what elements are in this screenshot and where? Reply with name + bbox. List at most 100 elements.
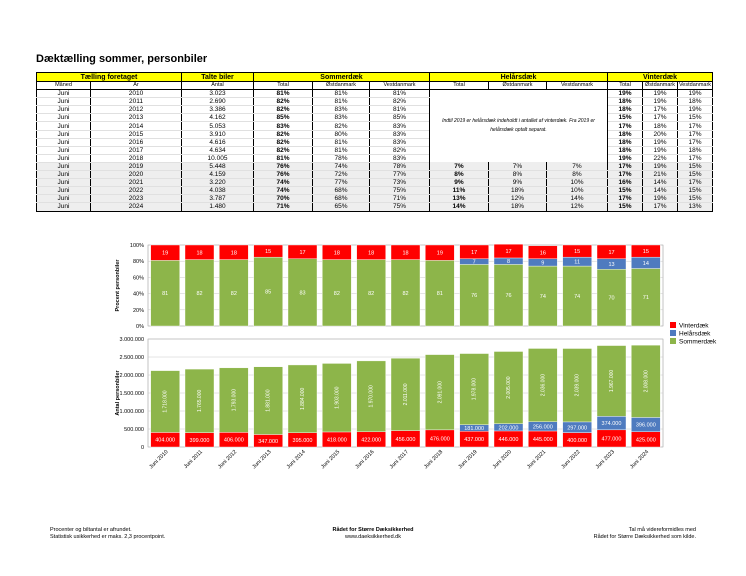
data-label: 82: [334, 291, 340, 297]
data-label: 437.000: [464, 437, 484, 443]
data-label: 15: [574, 249, 580, 255]
table-body: Juni 2010 3.023 81% 81% 81% Indtil 2019 er hel…: [36, 89, 713, 212]
footer-right: Tal må videreformidles med Rådet for Stø…: [594, 527, 696, 541]
legend-swatch: [670, 330, 676, 336]
data-label: 256.000: [533, 424, 553, 430]
y-tick-label: 500.000: [124, 427, 144, 433]
data-label: 425.000: [636, 437, 656, 443]
data-label: 9: [541, 260, 544, 266]
bar-sommerdaek: [459, 353, 489, 425]
data-label: 18: [402, 250, 408, 256]
x-tick-label: Juni 2013: [251, 449, 272, 470]
x-tick-label: Juni 2018: [423, 449, 444, 470]
data-label: 13: [608, 262, 614, 268]
y-tick-label: 80%: [133, 259, 144, 265]
data-label: 422.000: [361, 437, 381, 443]
bar-sommerdaek: [219, 259, 249, 327]
bar-sommerdaek: [528, 348, 558, 422]
legend-swatch: [670, 338, 676, 344]
y-axis-label: Antal personbiler: [115, 370, 121, 416]
data-label: 82: [231, 291, 237, 297]
data-label: 477.000: [602, 436, 622, 442]
data-label: 347.000: [258, 439, 278, 445]
cell-s-vest: 85%: [369, 113, 430, 123]
y-tick-label: 100%: [130, 243, 144, 249]
data-label: 374.000: [602, 421, 622, 427]
bar-sommerdaek: [631, 344, 661, 418]
legend-label: Vinterdæk: [679, 323, 709, 330]
data-label: 446.000: [499, 437, 519, 443]
cell-v-vest: 15%: [677, 186, 713, 196]
bar-sommerdaek: [631, 268, 661, 327]
bar-sommerdaek: [253, 256, 283, 327]
bar-sommerdaek: [356, 259, 386, 327]
data-label: 18: [196, 250, 202, 256]
data-label: 456.000: [396, 437, 416, 443]
table-row: Juni 2018 10.005 81% 78% 83% 19% 22% 17%: [36, 154, 713, 163]
x-tick-label: Juni 2023: [595, 449, 616, 470]
bar-vinterdaek: [322, 244, 352, 260]
footer-center: Rådet for Større Dæksikkerhed www.daeksi…: [0, 527, 746, 541]
data-label: 1.765.000: [197, 390, 203, 412]
data-label: 8: [507, 259, 510, 265]
data-label: 2.091.000: [437, 381, 443, 403]
data-label: 400.000: [567, 438, 587, 444]
bar-sommerdaek: [425, 354, 455, 431]
data-label: 83: [299, 290, 305, 296]
data-label: 202.000: [499, 425, 519, 431]
data-label: 2.039.000: [575, 374, 581, 396]
data-label: 11: [574, 260, 580, 266]
data-label: 1.903.000: [334, 386, 340, 408]
cell-v-vest: 17%: [677, 138, 713, 147]
bar-sommerdaek: [150, 370, 180, 433]
table-row: Juni 2012 3.386 82% 83% 81% 18% 17% 19%: [36, 105, 713, 115]
cell-s-vest: 81%: [369, 105, 430, 115]
data-label: 399.000: [190, 438, 210, 444]
subheader-v-vest: Vestdanmark: [677, 80, 713, 91]
table-row: Juni 2011 2.690 82% 81% 82% 18% 19% 18%: [36, 97, 713, 107]
data-label: 1.881.000: [266, 389, 272, 411]
data-label: 17: [471, 250, 477, 256]
bar-sommerdaek: [596, 269, 627, 327]
y-tick-label: 60%: [133, 275, 144, 281]
bar-vinterdaek: [459, 244, 489, 259]
data-label: 16: [540, 250, 546, 256]
table-row: Juni 2015 3.910 82% 80% 83% 18% 20% 17%: [36, 130, 713, 139]
x-tick-label: Juni 2019: [457, 449, 478, 470]
bar-sommerdaek: [287, 258, 318, 327]
footer-org-name: Rådet for Større Dæksikkerhed: [332, 527, 414, 533]
x-tick-label: Juni 2016: [354, 449, 375, 470]
footer-right-line: Rådet for Større Dæksikkerhed som kilde.: [593, 534, 696, 540]
cell-s-vest: 83%: [369, 138, 430, 147]
data-label: 2.008.000: [643, 370, 649, 392]
data-label: 17: [608, 250, 614, 256]
table-row: Juni 2024 1.480 71% 65% 75% 14% 18% 12% 15% 17% 13%: [36, 202, 713, 212]
data-label: 17: [505, 249, 511, 255]
y-tick-label: 1.500.000: [120, 391, 144, 397]
bar-sommerdaek: [528, 265, 558, 327]
bar-sommerdaek: [425, 260, 455, 327]
bar-sommerdaek: [253, 366, 283, 435]
y-tick-label: 2.000.000: [120, 373, 144, 379]
data-label: 19: [437, 251, 443, 257]
footer-left-line: Procenter og biltantal er afrundet.: [50, 527, 132, 533]
data-label: 15: [265, 249, 271, 255]
data-label: 181.000: [464, 426, 484, 432]
data-label: 18: [334, 250, 340, 256]
bar-vinterdaek: [184, 244, 215, 260]
helaarsdaek-note: Indtil 2019 er helårsdæk indeholdt i ant…: [429, 89, 608, 163]
x-tick-label: Juni 2014: [286, 449, 307, 470]
data-label: 297.000: [567, 425, 587, 431]
data-label: 82: [196, 291, 202, 297]
table-row: Juni 2020 4.159 76% 72% 77% 8% 8% 8% 17% 21% 15%: [36, 170, 713, 180]
data-label: 18: [231, 250, 237, 256]
bar-sommerdaek: [390, 357, 421, 431]
bar-vinterdaek: [493, 243, 524, 259]
data-label: 76: [471, 293, 477, 299]
data-label: 74: [540, 294, 546, 300]
cell-v-vest: 15%: [677, 170, 713, 180]
data-label: 82: [402, 291, 408, 297]
data-label: 2.005.000: [506, 376, 512, 398]
table-row: Juni 2019 5.448 76% 74% 78% 7% 7% 7% 17% 19% 15%: [36, 162, 713, 172]
data-label: 1.970.000: [369, 385, 375, 407]
